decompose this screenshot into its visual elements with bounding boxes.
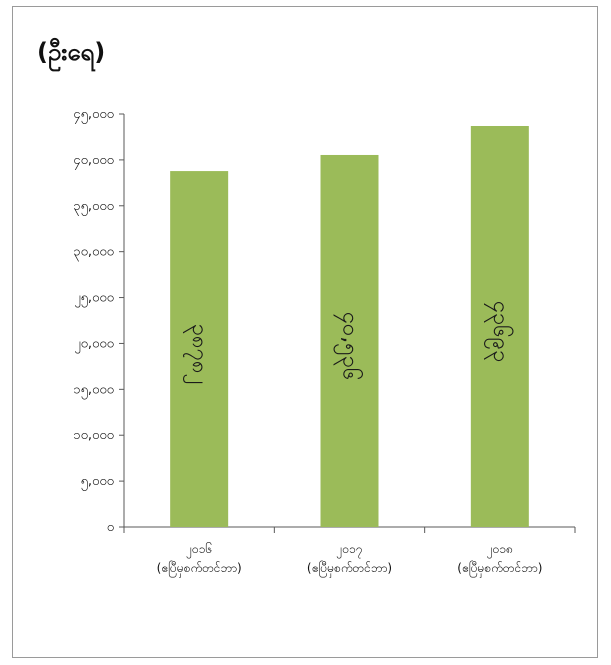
y-tick-label: ၄၅,၀၀၀ xyxy=(73,107,114,124)
y-tick-label: ၂၀,၀၀၀ xyxy=(74,336,114,353)
data-label: ၄၀,၅၃၆ xyxy=(334,312,364,381)
x-tick-label: ၂၀၁၈ xyxy=(487,542,513,559)
x-axis-tick-labels: ၂၀၁၆(ဧပြီမှစက်တင်ဘာ)၂၀၁၇(ဧပြီမှစက်တင်ဘာ)… xyxy=(157,541,543,578)
y-tick-label: ၅,၀၀၀ xyxy=(81,474,114,491)
data-label: ၄၃၆၉၃ xyxy=(484,301,514,363)
x-tick-label: (ဧပြီမှစက်တင်ဘာ) xyxy=(457,560,542,578)
y-tick-label: ၁၅,၀၀၀ xyxy=(73,382,114,399)
x-tick-label: (ဧပြီမှစက်တင်ဘာ) xyxy=(307,560,392,578)
data-label: ၃၈၇၈၂ xyxy=(183,324,212,385)
x-tick-label: ၂၀၁၇ xyxy=(336,542,362,559)
y-tick-label: ၀ xyxy=(107,520,114,535)
x-tick-label: ၂၀၁၆ xyxy=(186,541,212,559)
bar xyxy=(470,125,529,527)
y-tick-label: ၄၀,၀၀၀ xyxy=(73,153,114,170)
bar xyxy=(170,171,229,527)
bar xyxy=(320,154,379,527)
y-tick-label: ၁၀,၀၀၀ xyxy=(73,428,114,443)
unit-label: (ဦးရေ) xyxy=(37,38,106,66)
y-tick-label: ၃၀,၀၀၀ xyxy=(73,245,114,262)
chart-frame xyxy=(12,6,598,658)
y-tick-label: ၂၅,၀၀၀ xyxy=(74,291,114,308)
data-labels: ၃၈၇၈၂ ၄၀,၅၃၆ ၄၃၆၉၃ xyxy=(183,301,514,385)
x-tick-label: (ဧပြီမှစက်တင်ဘာ) xyxy=(157,560,242,578)
y-tick-label: ၃၅,၀၀၀ xyxy=(73,199,114,216)
y-axis-tick-labels: ၀ ၅,၀၀၀ ၁၀,၀၀၀ ၁၅,၀၀၀ ၂၀,၀၀၀ ၂၅,၀၀၀ ၃၀,၀၀၀ ၃၅,၀… xyxy=(73,107,114,535)
bars xyxy=(170,125,529,527)
